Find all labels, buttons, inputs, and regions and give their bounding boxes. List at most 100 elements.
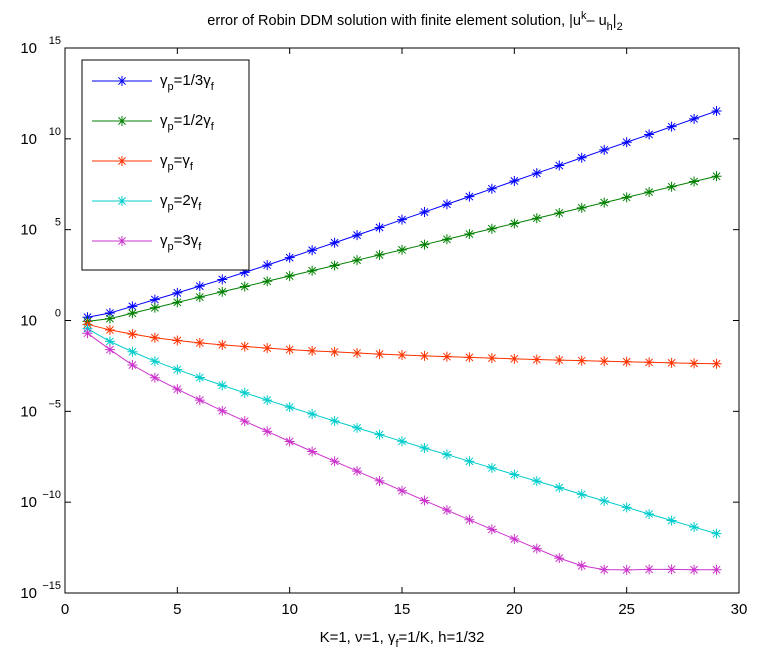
series-lines [82,106,722,575]
data-point-marker [644,187,655,198]
data-point-marker [464,191,475,202]
data-point-marker [104,308,115,319]
legend-label: γp=2γf [160,192,202,213]
data-point-marker [329,260,340,271]
data-point-marker [262,260,273,271]
y-tick-label: 10 0 [20,308,61,330]
legend-label: γp=1/3γf [160,72,215,93]
data-point-marker [307,245,318,256]
data-point-marker [644,129,655,140]
y-tick-label: 10 5 [20,217,61,239]
data-point-marker [262,343,273,354]
data-point-marker [104,324,115,335]
y-tick-label: 10 10 [20,126,61,148]
legend-marker [117,196,127,206]
data-point-marker [104,336,115,347]
x-tick-label: 20 [506,601,523,618]
data-point-marker [104,313,115,324]
data-point-marker [127,329,138,340]
data-point-marker [486,183,497,194]
data-point-marker [239,267,250,278]
data-point-marker [217,405,228,416]
data-point-marker [194,372,205,383]
data-point-marker [666,515,677,526]
data-point-marker [352,230,363,241]
data-point-marker [149,372,160,383]
legend-marker [117,156,127,166]
legend-label: γp=3γf [160,232,202,253]
y-tick-label: 10 −10 [20,489,61,511]
data-point-marker [217,274,228,285]
data-point-marker [419,207,430,218]
data-point-marker [194,395,205,406]
data-point-marker [419,443,430,454]
y-tick-label: 10 15 [20,35,61,57]
data-point-marker [284,402,295,413]
plot-frame [64,47,740,594]
data-point-marker [644,357,655,368]
data-point-marker [441,199,452,210]
data-point-marker [194,281,205,292]
data-point-marker [486,223,497,234]
data-point-marker [329,415,340,426]
data-point-marker [576,202,587,213]
data-point-marker [554,207,565,218]
data-point-marker [239,341,250,352]
data-point-marker [621,502,632,513]
x-tick-label: 15 [394,601,411,618]
data-point-marker [329,456,340,467]
data-point-marker [239,416,250,427]
data-point-marker [127,360,138,371]
data-point-marker [284,344,295,355]
data-point-marker [689,113,700,124]
data-point-marker [644,564,655,575]
data-point-marker [374,475,385,486]
legend-marker [117,76,127,86]
series-3 [82,323,722,539]
data-point-marker [397,436,407,447]
data-point-marker [149,332,160,343]
data-point-marker [621,137,632,148]
series-1 [82,171,722,327]
data-point-marker [464,352,475,363]
data-point-marker [352,466,363,477]
data-point-marker [262,426,273,437]
data-point-marker [374,249,385,260]
data-point-marker [352,422,363,433]
legend-marker [117,116,127,126]
legend-item: γp=1/2γf [92,112,215,133]
data-point-marker [172,287,183,298]
data-point-marker [554,482,565,493]
data-point-marker [689,564,700,575]
legend-box [81,59,250,271]
data-point-marker [397,214,407,225]
series-4 [82,328,722,575]
data-point-marker [352,255,363,266]
chart-title: error of Robin DDM solution with finite … [207,10,622,33]
legend-label: γp=1/2γf [160,112,215,133]
data-point-marker [397,485,407,496]
x-tick-label: 30 [731,601,748,618]
data-point-marker [149,302,160,313]
x-tick-label: 25 [618,601,635,618]
legend-item: γp=γf [92,152,194,173]
data-point-marker [599,356,610,367]
data-point-marker [531,168,542,179]
legend-item: γp=1/3γf [92,72,215,93]
data-point-marker [509,218,520,229]
data-point-marker [599,564,610,575]
data-point-marker [194,337,205,348]
data-point-marker [172,364,183,375]
data-point-marker [104,344,115,355]
data-point-marker [262,395,273,406]
data-point-marker [127,308,138,319]
data-point-marker [172,297,183,308]
legend-label: γp=γf [160,152,194,173]
data-point-marker [329,346,340,357]
data-point-marker [82,328,93,339]
data-point-marker [149,294,160,305]
data-point-marker [172,335,183,346]
data-point-marker [531,543,542,554]
data-point-marker [127,301,138,312]
